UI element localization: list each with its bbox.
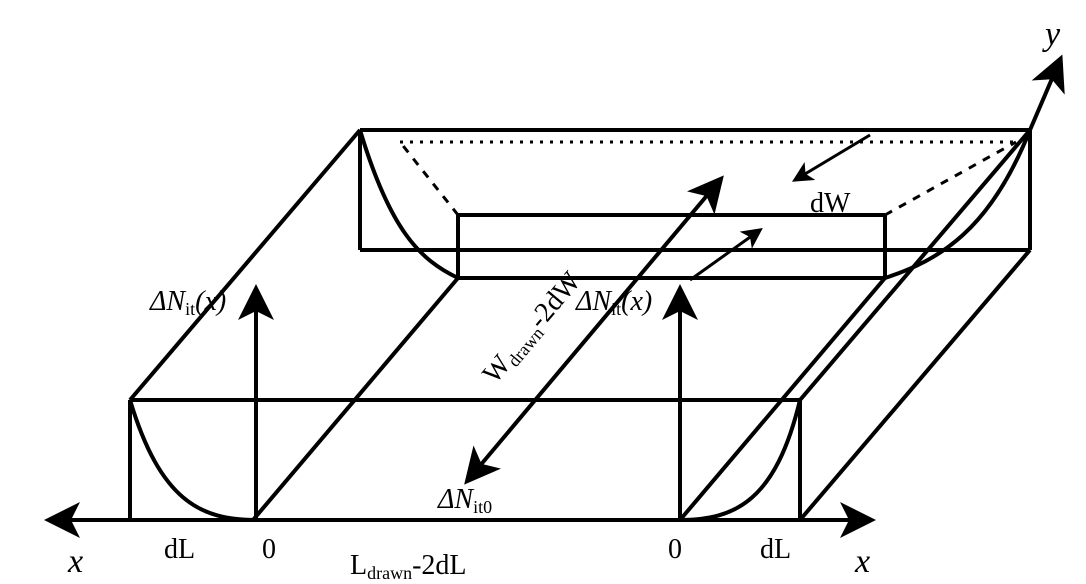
svg-text:y: y bbox=[1042, 16, 1061, 53]
svg-text:dL: dL bbox=[760, 534, 791, 565]
svg-text:x: x bbox=[854, 543, 870, 580]
svg-text:dW: dW bbox=[810, 188, 851, 219]
svg-text:Wdrawn-2dW: Wdrawn-2dW bbox=[477, 266, 590, 391]
svg-text:0: 0 bbox=[262, 534, 276, 565]
svg-text:Ldrawn-2dL: Ldrawn-2dL bbox=[350, 550, 467, 583]
svg-text:ΔNit(x): ΔNit(x) bbox=[575, 286, 652, 319]
diagram-svg: y x x dL 0 0 dL dW ΔNit(x) ΔNit(x) ΔNit0 Ldrawn-2dL… bbox=[0, 0, 1086, 584]
svg-text:ΔNit(x): ΔNit(x) bbox=[149, 286, 226, 319]
svg-text:dL: dL bbox=[164, 534, 195, 565]
svg-text:ΔNit0: ΔNit0 bbox=[437, 484, 492, 517]
svg-text:x: x bbox=[67, 543, 83, 580]
svg-text:0: 0 bbox=[668, 534, 682, 565]
